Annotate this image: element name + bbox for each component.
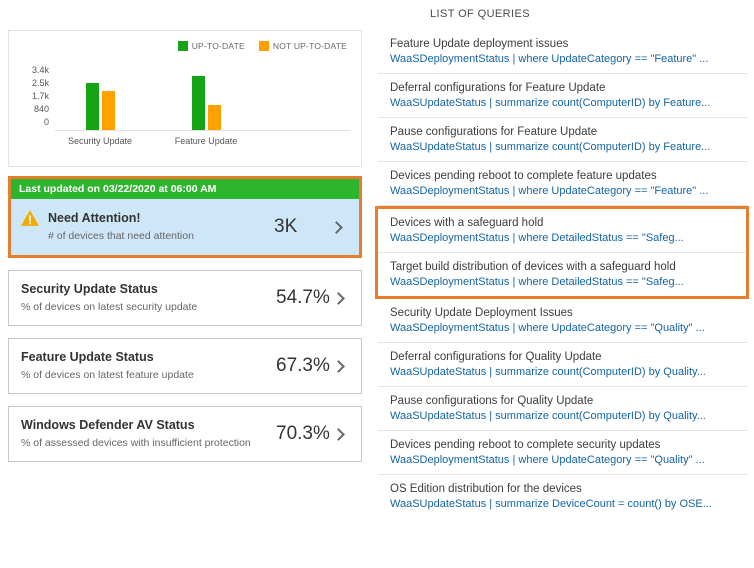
not-up-to-date-swatch-icon xyxy=(258,41,269,51)
legend-label: NOT UP-TO-DATE xyxy=(272,41,347,51)
chevron-right-icon xyxy=(330,220,343,234)
x-label-feature-update: Feature Update xyxy=(174,136,238,146)
queries-panel: LIST OF QUERIES Feature Update deploymen… xyxy=(375,2,749,518)
x-label-security-update: Security Update xyxy=(67,136,133,146)
windows-defender-av-status-tile[interactable]: Windows Defender AV Status % of assessed… xyxy=(8,406,362,462)
chevron-right-icon xyxy=(332,291,345,305)
bar-feature-not-up-to-date xyxy=(207,104,221,130)
query-title: Security Update Deployment Issues xyxy=(390,307,573,319)
query-item[interactable]: Devices pending reboot to complete featu… xyxy=(378,162,748,206)
tile-subtitle: % of devices on latest feature update xyxy=(21,368,194,381)
plot-area xyxy=(55,69,351,131)
tile-value: 67.3% xyxy=(276,355,330,376)
query-link[interactable]: WaaSDeploymentStatus | where DetailedSta… xyxy=(390,232,684,244)
tile-title: Need Attention! xyxy=(48,210,141,225)
highlight-annotation-right: Devices with a safeguard hold WaaSDeploy… xyxy=(375,206,749,299)
legend-item-not-up-to-date[interactable]: NOT UP-TO-DATE xyxy=(258,41,347,51)
query-item[interactable]: Feature Update deployment issues WaaSDep… xyxy=(378,30,748,74)
chart-legend: UP-TO-DATE NOT UP-TO-DATE xyxy=(19,41,351,51)
tile-title: Windows Defender AV Status xyxy=(21,417,195,432)
y-tick: 1.7k xyxy=(31,91,49,101)
tile-subtitle: % of devices on latest security update xyxy=(21,300,198,313)
query-item[interactable]: Pause configurations for Feature Update … xyxy=(378,118,748,162)
feature-update-status-tile[interactable]: Feature Update Status % of devices on la… xyxy=(8,338,362,394)
bar-security-up-to-date xyxy=(85,83,99,130)
tile-subtitle: # of devices that need attention xyxy=(48,229,194,242)
warning-icon xyxy=(21,210,39,231)
tile-text: Feature Update Status % of devices on la… xyxy=(21,350,276,382)
bar-group-feature-update xyxy=(161,69,251,130)
query-link[interactable]: WaaSDeploymentStatus | where UpdateCateg… xyxy=(390,185,709,197)
x-axis-labels: Security Update Feature Update xyxy=(55,136,351,146)
query-title: Devices with a safeguard hold xyxy=(390,217,544,229)
bar-group-security-update xyxy=(55,69,145,130)
queries-panel-header: LIST OF QUERIES xyxy=(430,8,530,20)
query-title: Pause configurations for Quality Update xyxy=(390,395,594,407)
need-attention-text: Need Attention! # of devices that need a… xyxy=(48,211,274,243)
query-link[interactable]: WaaSUpdateStatus | summarize DeviceCount… xyxy=(390,498,712,510)
chevron-right-icon xyxy=(332,359,345,373)
query-link[interactable]: WaaSDeploymentStatus | where UpdateCateg… xyxy=(390,322,705,334)
y-tick: 2.5k xyxy=(31,78,49,88)
query-link[interactable]: WaaSDeploymentStatus | where UpdateCateg… xyxy=(390,53,709,65)
up-to-date-swatch-icon xyxy=(177,41,188,51)
tile-title: Security Update Status xyxy=(21,281,158,296)
legend-label: UP-TO-DATE xyxy=(191,41,245,51)
query-link[interactable]: WaaSUpdateStatus | summarize count(Compu… xyxy=(390,366,706,378)
query-link[interactable]: WaaSUpdateStatus | summarize count(Compu… xyxy=(390,410,706,422)
query-title: Deferral configurations for Feature Upda… xyxy=(390,82,606,94)
query-title: Target build distribution of devices wit… xyxy=(390,261,676,273)
last-updated-banner: Last updated on 03/22/2020 at 06:00 AM xyxy=(11,179,359,199)
query-title: Deferral configurations for Quality Upda… xyxy=(390,351,602,363)
update-status-chart-tile: UP-TO-DATE NOT UP-TO-DATE 3.4k 2.5k 1.7k… xyxy=(8,30,362,167)
status-summary-panel: UP-TO-DATE NOT UP-TO-DATE 3.4k 2.5k 1.7k… xyxy=(8,30,362,462)
highlight-annotation-left: Last updated on 03/22/2020 at 06:00 AM N… xyxy=(8,176,362,258)
query-item[interactable]: Devices with a safeguard hold WaaSDeploy… xyxy=(378,209,746,253)
security-update-status-tile[interactable]: Security Update Status % of devices on l… xyxy=(8,270,362,326)
query-link[interactable]: WaaSUpdateStatus | summarize count(Compu… xyxy=(390,97,711,109)
need-attention-tile[interactable]: Need Attention! # of devices that need a… xyxy=(11,199,359,255)
y-tick: 840 xyxy=(33,104,49,114)
query-item[interactable]: Devices pending reboot to complete secur… xyxy=(378,431,748,475)
query-item[interactable]: OS Edition distribution for the devices … xyxy=(378,475,748,518)
query-title: Devices pending reboot to complete featu… xyxy=(390,170,657,182)
query-item[interactable]: Deferral configurations for Quality Upda… xyxy=(378,343,748,387)
query-title: Feature Update deployment issues xyxy=(390,38,569,50)
bar-security-not-up-to-date xyxy=(101,90,115,130)
tile-value: 70.3% xyxy=(276,423,330,444)
query-item[interactable]: Deferral configurations for Feature Upda… xyxy=(378,74,748,118)
query-item[interactable]: Target build distribution of devices wit… xyxy=(378,253,746,296)
bar-feature-up-to-date xyxy=(191,76,205,130)
query-link[interactable]: WaaSDeploymentStatus | where DetailedSta… xyxy=(390,276,684,288)
bar-chart: 3.4k 2.5k 1.7k 840 0 xyxy=(19,65,351,131)
y-tick: 0 xyxy=(43,117,49,127)
tile-value: 54.7% xyxy=(276,287,330,308)
query-item[interactable]: Security Update Deployment Issues WaaSDe… xyxy=(378,299,748,343)
y-axis: 3.4k 2.5k 1.7k 840 0 xyxy=(19,65,55,127)
query-title: OS Edition distribution for the devices xyxy=(390,483,582,495)
y-tick: 3.4k xyxy=(31,65,49,75)
query-link[interactable]: WaaSUpdateStatus | summarize count(Compu… xyxy=(390,141,711,153)
tile-text: Security Update Status % of devices on l… xyxy=(21,282,276,314)
query-item[interactable]: Pause configurations for Quality Update … xyxy=(378,387,748,431)
query-title: Pause configurations for Feature Update xyxy=(390,126,598,138)
query-title: Devices pending reboot to complete secur… xyxy=(390,439,661,451)
legend-item-up-to-date[interactable]: UP-TO-DATE xyxy=(177,41,245,51)
tile-subtitle: % of assessed devices with insufficient … xyxy=(21,436,251,449)
query-link[interactable]: WaaSDeploymentStatus | where UpdateCateg… xyxy=(390,454,705,466)
chevron-right-icon xyxy=(332,427,345,441)
tile-title: Feature Update Status xyxy=(21,349,154,364)
tile-value: 3K xyxy=(274,216,298,237)
tile-text: Windows Defender AV Status % of assessed… xyxy=(21,418,276,450)
